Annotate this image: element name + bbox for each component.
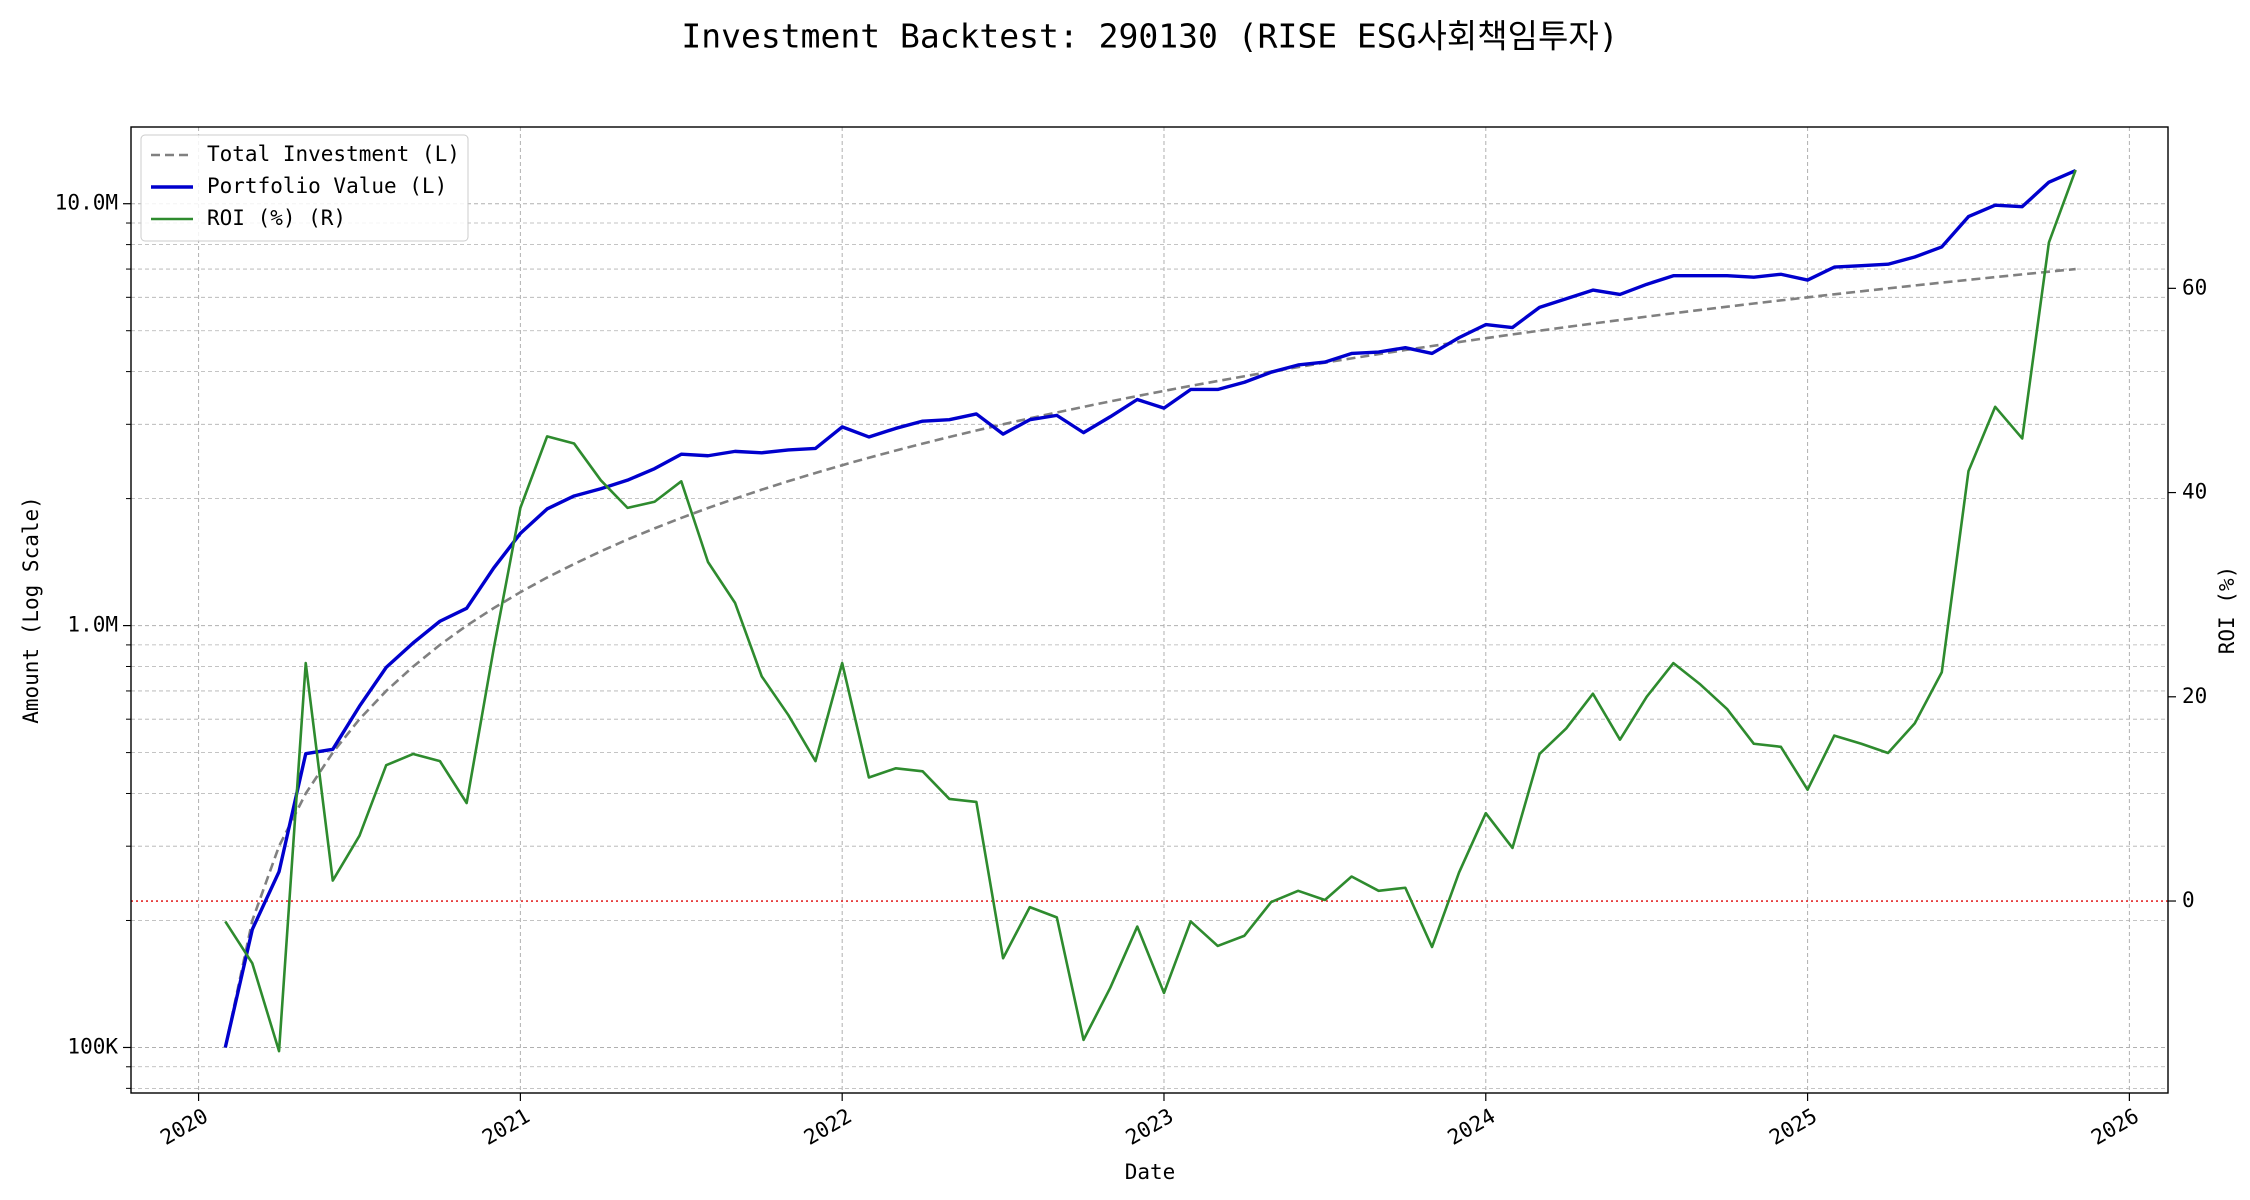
y-tick-label: 1.0M: [67, 613, 118, 637]
series-line: [224, 267, 2076, 1048]
legend-label: Total Investment (L): [207, 142, 460, 166]
y-tick-label: 100K: [67, 1034, 118, 1058]
chart-title: Investment Backtest: 290130 (RISE ESG사회책…: [681, 17, 1618, 56]
legend: Total Investment (L) Portfolio Value (L) R…: [140, 134, 469, 242]
y2-tick-label: 60: [2182, 275, 2207, 299]
series-line: [223, 169, 2077, 1048]
plot-frame: [130, 126, 2169, 1094]
y2-axis-label: ROI (%): [2215, 566, 2239, 655]
y2-tick-label: 20: [2182, 684, 2207, 708]
y-tick-label: 10.0M: [55, 191, 118, 215]
legend-label: ROI (%) (R): [207, 206, 346, 230]
x-axis-label: Date: [1125, 1160, 1176, 1184]
series-line: [224, 169, 2077, 1053]
y-axis-label: Amount (Log Scale): [19, 496, 43, 724]
legend-box: [140, 134, 469, 242]
y2-tick-label: 40: [2182, 480, 2207, 504]
y2-tick-label: 0: [2182, 888, 2195, 912]
legend-label: Portfolio Value (L): [207, 174, 447, 198]
